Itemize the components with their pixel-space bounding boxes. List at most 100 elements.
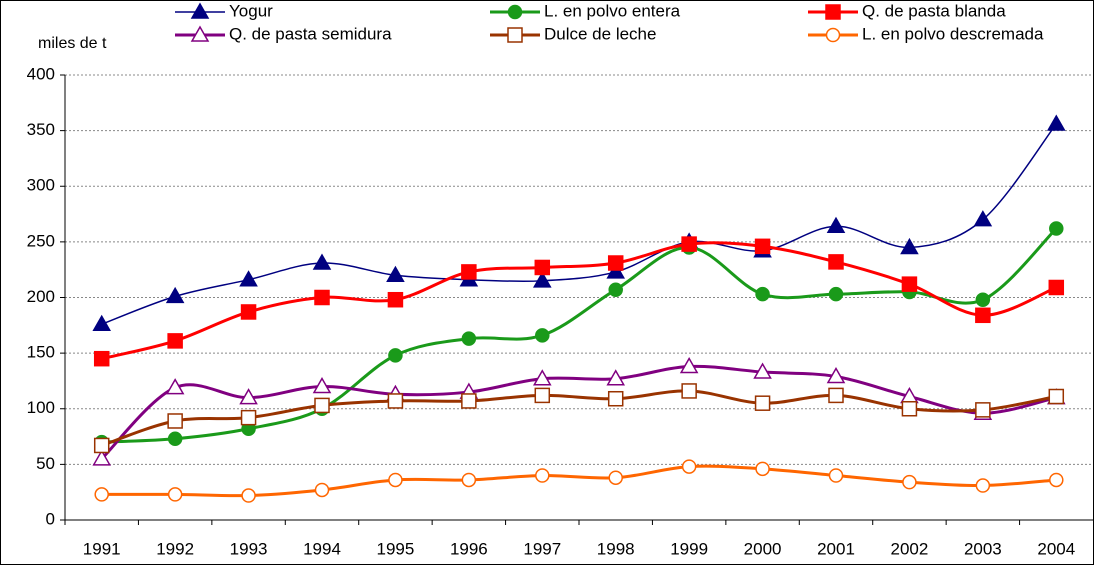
data-point — [240, 409, 257, 426]
data-point — [312, 376, 332, 394]
data-point — [167, 487, 183, 502]
x-tick-label: 2003 — [964, 539, 1002, 558]
data-point — [167, 333, 183, 349]
data-point — [239, 270, 258, 287]
data-point — [828, 286, 844, 302]
data-point — [386, 265, 405, 282]
data-point — [387, 291, 404, 308]
data-point — [535, 328, 550, 343]
data-point — [314, 482, 330, 498]
data-point — [1046, 114, 1066, 131]
data-point — [167, 413, 183, 429]
data-point — [608, 282, 623, 297]
legend-label: Q. de pasta semidura — [229, 24, 392, 43]
data-point — [902, 474, 917, 490]
legend-label: Dulce de leche — [544, 24, 656, 43]
data-point — [388, 472, 403, 488]
data-point — [461, 472, 477, 488]
data-point — [754, 238, 771, 255]
data-point — [973, 210, 993, 227]
x-tick-label: 1996 — [450, 539, 488, 558]
data-point — [826, 366, 846, 384]
data-point — [755, 286, 770, 302]
legend-marker — [190, 25, 210, 42]
y-tick-label: 400 — [27, 64, 55, 83]
data-point — [755, 461, 770, 477]
x-tick-label: 1994 — [303, 539, 341, 558]
data-point — [681, 383, 697, 399]
data-point — [1048, 388, 1065, 405]
legend-marker — [825, 27, 841, 43]
data-point — [532, 271, 552, 288]
data-point — [535, 468, 550, 483]
legend-label: Yogur — [229, 1, 273, 20]
x-tick-label: 1992 — [156, 539, 194, 558]
x-tick-label: 1991 — [83, 539, 121, 558]
x-tick-label: 1993 — [230, 539, 268, 558]
legend-label: L. en polvo descremada — [862, 24, 1044, 43]
data-point — [900, 237, 919, 255]
legend-label: L. en polvo entera — [544, 1, 681, 20]
x-tick-label: 2002 — [891, 539, 929, 558]
legend-marker — [507, 27, 523, 43]
x-tick-label: 2004 — [1037, 539, 1075, 558]
data-point — [92, 449, 112, 466]
legend-marker — [190, 2, 210, 19]
data-point — [239, 388, 258, 405]
legend-marker — [825, 4, 841, 20]
data-point — [901, 276, 918, 292]
data-point — [165, 286, 185, 304]
data-point — [754, 395, 771, 411]
y-tick-label: 350 — [27, 120, 55, 139]
data-point — [606, 369, 626, 386]
legend-label: Q. de pasta blanda — [862, 1, 1006, 20]
legend-marker — [507, 4, 523, 20]
data-point — [387, 393, 404, 409]
y-axis-label: miles de t — [38, 35, 107, 52]
y-tick-label: 300 — [27, 176, 55, 195]
data-point — [753, 362, 772, 379]
data-point — [901, 401, 918, 417]
y-tick-label: 50 — [36, 454, 55, 473]
x-tick-label: 1999 — [670, 539, 708, 558]
data-point — [314, 397, 330, 414]
data-point — [92, 314, 112, 331]
data-point — [828, 254, 844, 270]
data-point — [165, 378, 185, 395]
y-tick-label: 250 — [27, 231, 55, 250]
data-point — [1048, 279, 1065, 296]
data-point — [975, 292, 991, 307]
data-point — [681, 236, 697, 252]
data-point — [312, 253, 332, 270]
data-point — [975, 478, 991, 493]
data-point — [975, 307, 991, 324]
x-tick-label: 2001 — [817, 539, 855, 558]
x-tick-label: 2000 — [744, 539, 782, 558]
data-point — [606, 262, 626, 279]
y-tick-label: 100 — [27, 398, 55, 417]
y-tick-label: 200 — [27, 287, 55, 306]
data-point — [828, 387, 844, 404]
data-point — [534, 259, 551, 276]
data-point — [461, 331, 477, 346]
data-point — [314, 289, 330, 306]
data-point — [167, 431, 183, 447]
data-point — [607, 390, 624, 407]
data-point — [826, 216, 846, 234]
data-point — [828, 468, 844, 483]
data-point — [608, 470, 623, 485]
data-point — [975, 402, 991, 418]
data-point — [461, 393, 477, 409]
data-point — [240, 304, 257, 320]
data-point — [93, 437, 110, 454]
data-point — [1049, 221, 1064, 236]
data-point — [388, 348, 403, 363]
data-point — [534, 387, 551, 404]
y-tick-label: 150 — [27, 343, 55, 362]
x-tick-label: 1997 — [523, 539, 561, 558]
data-point — [241, 488, 256, 503]
y-tick-label: 0 — [46, 509, 55, 528]
x-tick-label: 1995 — [377, 539, 415, 558]
data-point — [461, 264, 477, 280]
